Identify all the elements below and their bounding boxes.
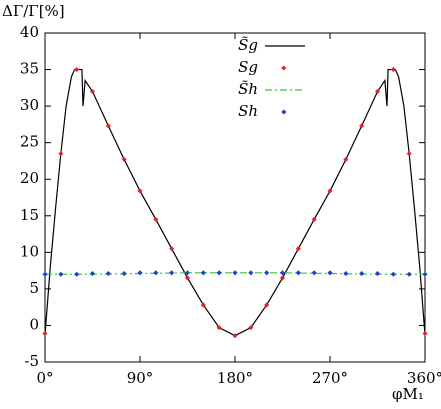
- data-point: [422, 330, 428, 337]
- data-point: [248, 325, 254, 331]
- data-point: [232, 333, 238, 339]
- data-point: [105, 270, 111, 277]
- legend-marker: [281, 65, 287, 71]
- data-point: [121, 270, 127, 277]
- data-point: [137, 188, 143, 194]
- data-point: [327, 270, 333, 276]
- data-point: [153, 216, 159, 222]
- x-tick-label: 270°: [312, 369, 348, 387]
- x-tick-label: 360°: [407, 369, 441, 387]
- y-tick-label: 35: [20, 60, 39, 78]
- data-point: [343, 270, 349, 277]
- data-point: [406, 271, 412, 277]
- y-tick-label: 40: [20, 23, 39, 41]
- data-point: [406, 151, 412, 157]
- data-point: [343, 156, 349, 163]
- legend-label: S̃g: [238, 36, 258, 54]
- data-point: [74, 271, 80, 277]
- data-point: [74, 67, 80, 73]
- data-point: [153, 270, 159, 276]
- y-tick-label: 10: [20, 242, 39, 260]
- y-tick-label: 5: [29, 279, 39, 297]
- y-tick-label: 30: [20, 96, 39, 114]
- legend-label: Sh: [238, 102, 258, 120]
- plot-frame: [44, 32, 426, 363]
- data-point: [216, 270, 222, 276]
- data-point: [359, 270, 365, 277]
- data-point: [390, 271, 396, 277]
- data-point: [105, 123, 111, 129]
- data-point: [311, 216, 317, 222]
- data-point: [121, 156, 127, 163]
- data-point: [327, 188, 333, 194]
- data-point: [169, 270, 175, 276]
- data-point: [184, 275, 191, 281]
- x-axis-label: φM₁: [392, 385, 424, 403]
- data-point: [374, 270, 381, 277]
- data-point: [42, 330, 48, 337]
- data-point: [232, 270, 238, 276]
- y-tick-label: 15: [20, 206, 39, 224]
- y-tick-label: 20: [20, 169, 39, 187]
- x-tick-label: 180°: [217, 369, 253, 387]
- data-point: [311, 270, 317, 276]
- data-point: [264, 270, 270, 276]
- data-point: [200, 302, 206, 308]
- data-point: [137, 270, 143, 276]
- data-point: [58, 271, 64, 277]
- y-tick-label: 0: [29, 315, 39, 333]
- data-point: [89, 270, 96, 277]
- data-point: [279, 275, 286, 281]
- data-point: [169, 246, 175, 252]
- data-point: [359, 123, 365, 129]
- data-point: [216, 325, 222, 331]
- data-point: [295, 246, 301, 252]
- data-point: [58, 151, 64, 157]
- x-tick-label: 0°: [36, 369, 53, 387]
- y-tick-label: -5: [24, 352, 39, 370]
- data-point: [264, 302, 270, 308]
- data-point: [279, 270, 286, 276]
- legend-label: Sg: [238, 58, 258, 76]
- data-point: [295, 270, 301, 276]
- series-line: [44, 68, 426, 337]
- data-point: [248, 270, 254, 276]
- y-tick-label: 25: [20, 133, 39, 151]
- legend-label: S̃h: [238, 80, 258, 98]
- data-point: [42, 271, 48, 277]
- data-point: [89, 88, 96, 95]
- data-point: [422, 271, 428, 277]
- data-point: [390, 67, 396, 73]
- y-axis-label: ΔΓ/Γ[%]: [2, 2, 65, 20]
- x-tick-label: 90°: [127, 369, 154, 387]
- data-point: [200, 270, 206, 276]
- data-point: [184, 270, 191, 276]
- legend-marker: [281, 109, 287, 115]
